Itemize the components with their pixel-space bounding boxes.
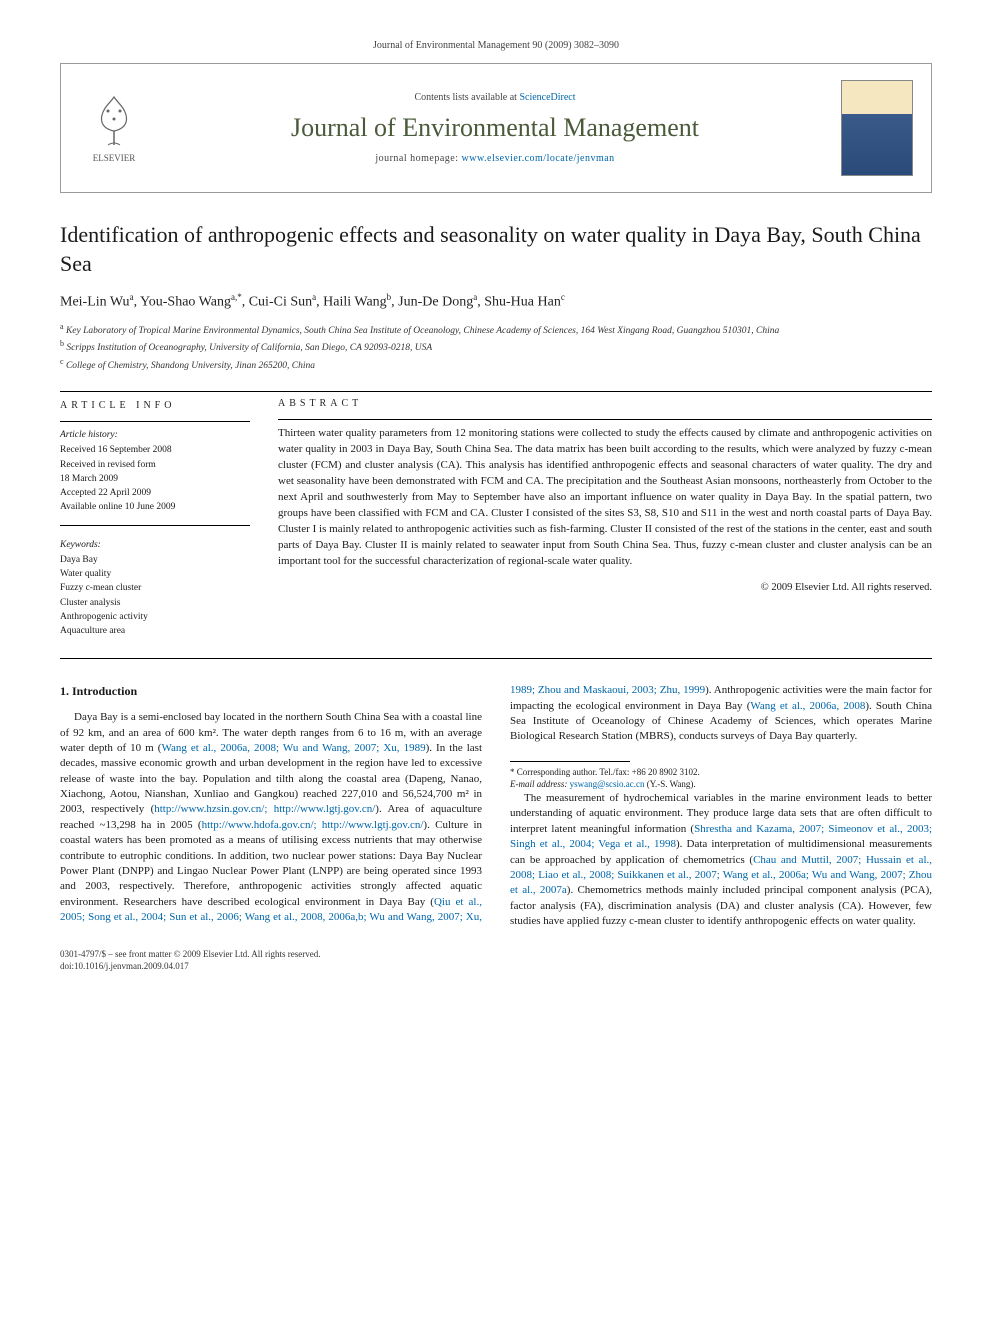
- homepage-label: journal homepage:: [375, 153, 461, 164]
- body-paragraph: The measurement of hydrochemical variabl…: [510, 791, 932, 930]
- journal-cover-thumb: [841, 80, 913, 176]
- history-label: Article history:: [60, 428, 250, 442]
- page-footer: 0301-4797/$ – see front matter © 2009 El…: [60, 948, 932, 973]
- footer-doi: doi:10.1016/j.jenvman.2009.04.017: [60, 960, 932, 973]
- abstract-text: Thirteen water quality parameters from 1…: [278, 426, 932, 569]
- journal-homepage: journal homepage: www.elsevier.com/locat…: [149, 153, 841, 164]
- abstract-column: ABSTRACT Thirteen water quality paramete…: [278, 398, 932, 638]
- url-link[interactable]: http://www.hzsin.gov.cn/; http://www.lgt…: [154, 803, 375, 815]
- journal-name: Journal of Environmental Management: [149, 113, 841, 143]
- sciencedirect-link[interactable]: ScienceDirect: [519, 92, 575, 103]
- history-lines: Received 16 September 2008Received in re…: [60, 443, 250, 514]
- body-text: ). Chemometrics methods mainly included …: [510, 884, 932, 927]
- citation-link[interactable]: Wang et al., 2006a, 2008: [750, 700, 865, 712]
- corresponding-author-footnote: * Corresponding author. Tel./fax: +86 20…: [510, 766, 932, 791]
- elsevier-logo: ELSEVIER: [79, 93, 149, 163]
- footer-front-matter: 0301-4797/$ – see front matter © 2009 El…: [60, 948, 932, 961]
- contents-prefix: Contents lists available at: [414, 92, 519, 103]
- footnote-corr: * Corresponding author. Tel./fax: +86 20…: [510, 766, 932, 779]
- email-link[interactable]: yswang@scsio.ac.cn: [570, 779, 645, 789]
- footnote-separator: [510, 761, 630, 762]
- section-divider: [60, 658, 932, 659]
- divider: [60, 421, 250, 422]
- citation-link[interactable]: Wang et al., 2006a, 2008; Wu and Wang, 2…: [161, 742, 425, 754]
- publisher-name: ELSEVIER: [93, 153, 136, 163]
- affiliations: a Key Laboratory of Tropical Marine Envi…: [60, 321, 932, 373]
- article-info-sidebar: ARTICLE INFO Article history: Received 1…: [60, 398, 250, 638]
- abstract-copyright: © 2009 Elsevier Ltd. All rights reserved…: [278, 582, 932, 593]
- authors-list: Mei-Lin Wua, You-Shao Wanga,*, Cui-Ci Su…: [60, 292, 932, 311]
- keywords-label: Keywords:: [60, 538, 250, 552]
- journal-header: ELSEVIER Contents lists available at Sci…: [60, 63, 932, 193]
- abstract-heading: ABSTRACT: [278, 398, 932, 409]
- running-head: Journal of Environmental Management 90 (…: [60, 40, 932, 51]
- elsevier-tree-icon: [90, 93, 138, 151]
- keywords-list: Daya BayWater qualityFuzzy c-mean cluste…: [60, 553, 250, 639]
- article-title: Identification of anthropogenic effects …: [60, 221, 932, 278]
- divider: [278, 419, 932, 420]
- article-info-heading: ARTICLE INFO: [60, 398, 250, 413]
- url-link[interactable]: http://www.hdofa.gov.cn/; http://www.lgt…: [202, 819, 424, 831]
- article-body: 1. Introduction Daya Bay is a semi-enclo…: [60, 683, 932, 929]
- homepage-url[interactable]: www.elsevier.com/locate/jenvman: [462, 153, 615, 164]
- section-heading-intro: 1. Introduction: [60, 683, 482, 700]
- divider: [60, 391, 932, 392]
- footnote-email-suffix: (Y.-S. Wang).: [644, 779, 695, 789]
- footnote-email-label: E-mail address:: [510, 779, 570, 789]
- divider: [60, 525, 250, 526]
- contents-available: Contents lists available at ScienceDirec…: [149, 92, 841, 103]
